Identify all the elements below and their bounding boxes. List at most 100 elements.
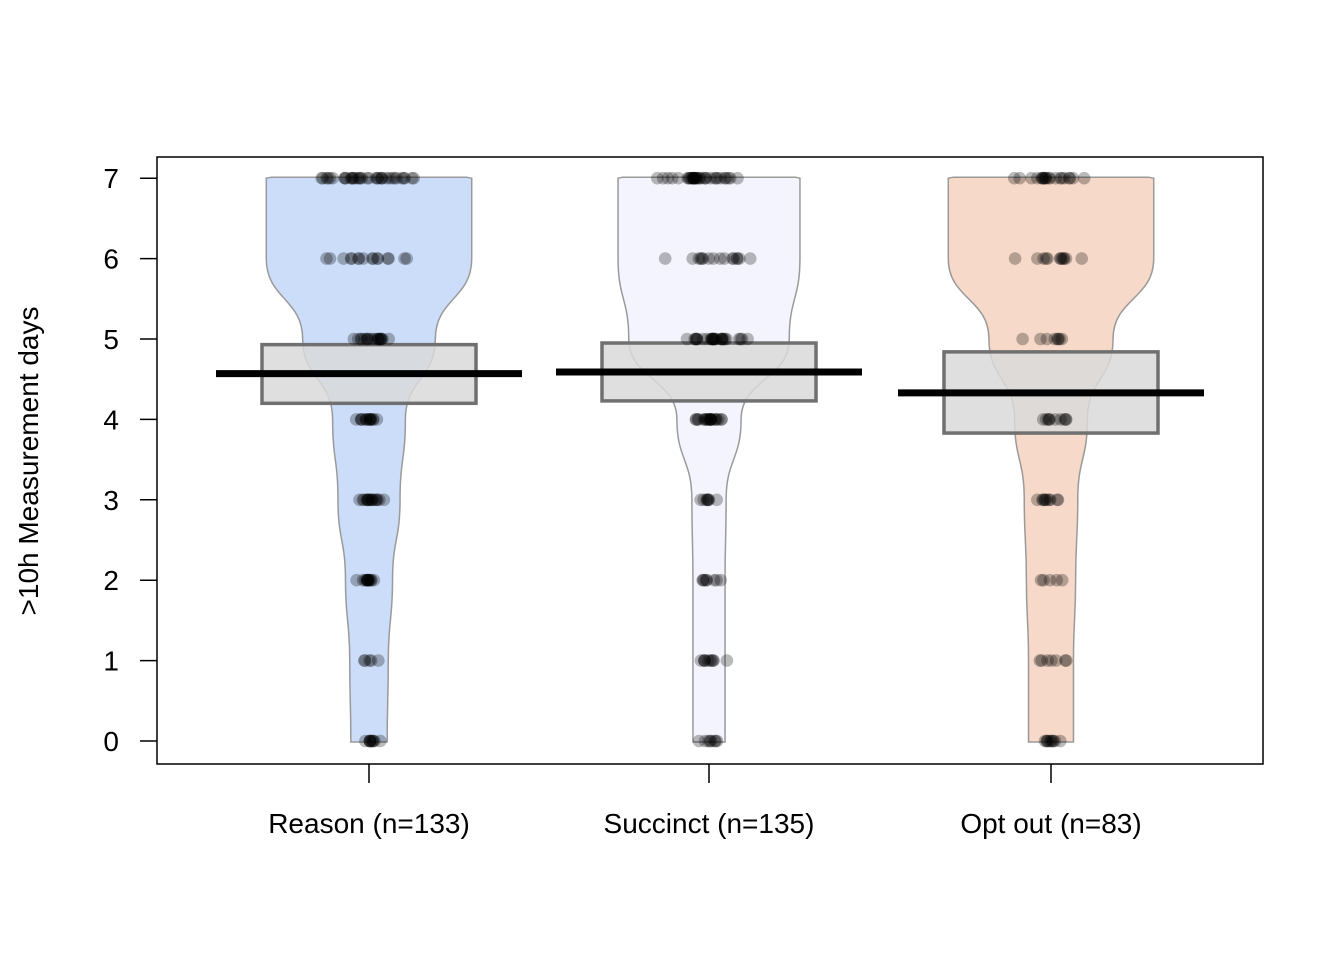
data-point bbox=[1043, 413, 1056, 426]
data-point bbox=[1031, 493, 1044, 507]
data-point bbox=[383, 171, 396, 185]
data-point bbox=[704, 413, 717, 426]
data-point bbox=[1048, 332, 1062, 346]
data-point bbox=[367, 413, 380, 426]
x-tick-label: Reason (n=133) bbox=[268, 808, 470, 839]
data-point bbox=[688, 332, 701, 346]
data-point bbox=[701, 332, 714, 346]
data-point bbox=[690, 171, 703, 185]
data-point bbox=[696, 573, 709, 587]
data-point bbox=[345, 171, 359, 185]
data-point bbox=[718, 171, 732, 185]
data-point bbox=[360, 573, 374, 587]
data-point bbox=[1043, 573, 1057, 587]
data-point bbox=[741, 332, 754, 346]
data-point bbox=[1050, 493, 1064, 507]
data-point bbox=[376, 332, 389, 346]
data-point bbox=[364, 332, 377, 346]
data-point bbox=[361, 573, 374, 587]
data-point bbox=[1054, 734, 1067, 748]
data-point bbox=[355, 171, 369, 185]
data-point bbox=[374, 332, 388, 346]
data-point bbox=[684, 171, 698, 185]
data-point bbox=[362, 171, 376, 185]
data-point bbox=[686, 171, 700, 185]
data-point bbox=[356, 573, 370, 587]
data-point bbox=[1063, 171, 1077, 185]
data-point bbox=[732, 332, 746, 346]
data-point bbox=[726, 252, 739, 265]
data-point bbox=[707, 332, 720, 346]
data-point bbox=[1043, 171, 1056, 185]
data-point bbox=[367, 734, 380, 748]
data-point bbox=[1041, 734, 1055, 748]
data-point bbox=[685, 171, 698, 185]
data-point bbox=[407, 171, 421, 185]
data-point bbox=[366, 493, 379, 507]
data-point bbox=[358, 654, 371, 667]
x-axis: Reason (n=133) Succinct (n=135) Opt out (n… bbox=[268, 764, 1142, 839]
data-point bbox=[1035, 171, 1049, 185]
data-point bbox=[689, 171, 703, 185]
data-point bbox=[1055, 573, 1069, 587]
data-point bbox=[361, 573, 375, 587]
data-point bbox=[1042, 171, 1056, 185]
data-point bbox=[375, 332, 388, 346]
data-point bbox=[355, 413, 369, 426]
data-point bbox=[665, 171, 679, 185]
data-point bbox=[1059, 252, 1073, 265]
data-point bbox=[691, 413, 705, 426]
data-point bbox=[360, 332, 374, 346]
data-point bbox=[1077, 171, 1091, 185]
data-point bbox=[700, 493, 713, 507]
data-point bbox=[382, 332, 396, 346]
data-point bbox=[360, 332, 374, 346]
data-point bbox=[1055, 332, 1069, 346]
plot-frame bbox=[156, 156, 1264, 765]
x-tick-label: Succinct (n=135) bbox=[604, 808, 815, 839]
data-point bbox=[357, 493, 371, 507]
data-point bbox=[692, 413, 705, 426]
data-point bbox=[699, 171, 712, 185]
data-point bbox=[1038, 493, 1052, 507]
data-point bbox=[698, 734, 712, 748]
data-point bbox=[722, 171, 735, 185]
data-point bbox=[719, 171, 733, 185]
data-point bbox=[370, 493, 383, 507]
data-point bbox=[711, 171, 724, 185]
data-point bbox=[1050, 573, 1063, 587]
data-point bbox=[1044, 734, 1058, 748]
data-point bbox=[692, 734, 706, 748]
data-point bbox=[717, 332, 730, 346]
data-point bbox=[372, 654, 385, 667]
data-point bbox=[1033, 654, 1047, 667]
data-point bbox=[361, 573, 374, 587]
data-point bbox=[1053, 332, 1066, 346]
data-point bbox=[1036, 171, 1050, 185]
data-point bbox=[1039, 171, 1052, 185]
data-point bbox=[353, 171, 366, 185]
data-point bbox=[357, 252, 370, 265]
data-point bbox=[705, 332, 719, 346]
data-point bbox=[374, 734, 387, 748]
data-point bbox=[363, 734, 377, 748]
data-point bbox=[363, 734, 377, 748]
data-point bbox=[1039, 252, 1053, 265]
data-point bbox=[695, 252, 709, 265]
data-point bbox=[704, 413, 717, 426]
data-point bbox=[347, 332, 361, 346]
data-point bbox=[694, 252, 707, 265]
data-point bbox=[1036, 493, 1050, 507]
data-point bbox=[1055, 252, 1069, 265]
data-point bbox=[700, 413, 714, 426]
data-point bbox=[702, 493, 715, 507]
data-point bbox=[703, 171, 717, 185]
data-point bbox=[1039, 413, 1053, 426]
data-point bbox=[1034, 332, 1047, 346]
data-point bbox=[1054, 171, 1067, 185]
data-point bbox=[704, 413, 718, 426]
data-point bbox=[697, 493, 710, 507]
data-point bbox=[1036, 413, 1050, 426]
data-point bbox=[1057, 252, 1071, 265]
data-point bbox=[373, 493, 386, 507]
